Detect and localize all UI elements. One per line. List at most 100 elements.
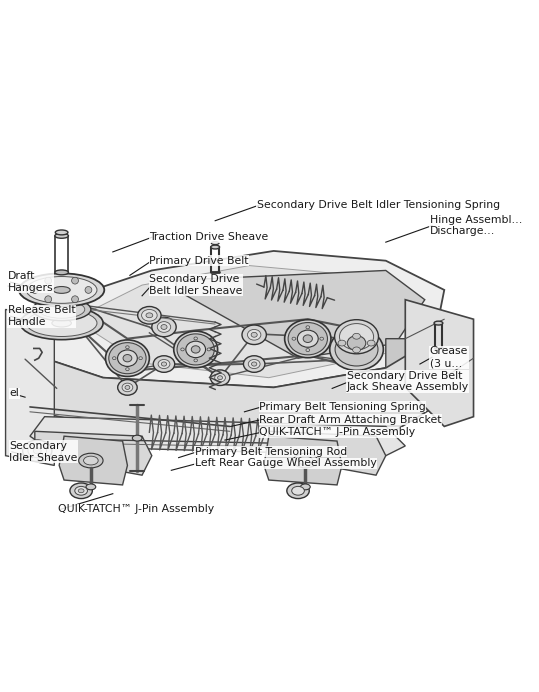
Ellipse shape <box>123 354 132 362</box>
Text: Rear Draft Arm Attaching Bracket: Rear Draft Arm Attaching Bracket <box>259 415 441 425</box>
Ellipse shape <box>335 333 378 366</box>
Ellipse shape <box>109 343 146 374</box>
Polygon shape <box>15 338 434 446</box>
Circle shape <box>45 295 52 302</box>
Ellipse shape <box>242 325 266 345</box>
Ellipse shape <box>106 340 149 376</box>
Text: Hinge Assembl…
Discharge…: Hinge Assembl… Discharge… <box>430 215 522 237</box>
Ellipse shape <box>330 329 383 370</box>
Text: Primary Belt Tensioning Rod: Primary Belt Tensioning Rod <box>195 447 347 457</box>
Ellipse shape <box>84 456 98 465</box>
Ellipse shape <box>20 307 103 340</box>
Polygon shape <box>269 431 386 475</box>
Ellipse shape <box>306 326 309 329</box>
Ellipse shape <box>38 300 85 318</box>
Ellipse shape <box>137 307 161 324</box>
Ellipse shape <box>26 277 97 303</box>
Ellipse shape <box>434 321 443 325</box>
Circle shape <box>31 286 38 293</box>
Ellipse shape <box>53 286 70 293</box>
Ellipse shape <box>161 362 167 366</box>
Polygon shape <box>35 431 152 475</box>
Ellipse shape <box>125 385 130 390</box>
Text: Traction Drive Sheave: Traction Drive Sheave <box>149 233 268 242</box>
Ellipse shape <box>218 376 223 380</box>
Ellipse shape <box>56 230 68 235</box>
Polygon shape <box>5 309 54 466</box>
Ellipse shape <box>211 245 219 249</box>
Ellipse shape <box>79 453 103 468</box>
Ellipse shape <box>292 337 296 340</box>
Text: Left Rear Gauge Wheel Assembly: Left Rear Gauge Wheel Assembly <box>195 459 376 468</box>
Ellipse shape <box>320 337 323 340</box>
Ellipse shape <box>303 335 313 343</box>
Polygon shape <box>59 436 127 485</box>
Ellipse shape <box>177 334 215 365</box>
Text: el: el <box>10 388 19 399</box>
Ellipse shape <box>298 330 318 347</box>
Ellipse shape <box>19 273 104 307</box>
Ellipse shape <box>335 320 378 354</box>
Text: QUIK-TATCH™ J-Pin Assembly: QUIK-TATCH™ J-Pin Assembly <box>58 504 215 514</box>
Ellipse shape <box>157 322 171 332</box>
Ellipse shape <box>122 383 133 392</box>
Polygon shape <box>405 300 474 426</box>
Ellipse shape <box>353 334 361 339</box>
Ellipse shape <box>132 435 142 441</box>
Ellipse shape <box>247 329 261 340</box>
Text: Secondary Drive
Belt Idler Sheave: Secondary Drive Belt Idler Sheave <box>149 274 243 296</box>
Ellipse shape <box>174 331 218 367</box>
Ellipse shape <box>293 453 317 468</box>
Ellipse shape <box>288 322 328 355</box>
Ellipse shape <box>158 359 170 369</box>
Ellipse shape <box>55 233 68 238</box>
Ellipse shape <box>207 348 211 351</box>
Ellipse shape <box>55 270 68 275</box>
Ellipse shape <box>26 310 97 336</box>
Ellipse shape <box>211 242 219 244</box>
Polygon shape <box>30 417 405 455</box>
Ellipse shape <box>215 374 225 382</box>
Ellipse shape <box>153 356 175 372</box>
Ellipse shape <box>181 348 184 351</box>
Ellipse shape <box>70 483 92 498</box>
Ellipse shape <box>194 337 197 340</box>
Ellipse shape <box>142 309 157 321</box>
Text: Secondary Drive Belt
Jack Sheave Assembly: Secondary Drive Belt Jack Sheave Assembl… <box>347 371 469 392</box>
Ellipse shape <box>186 341 205 358</box>
Ellipse shape <box>252 362 257 366</box>
Ellipse shape <box>23 440 52 462</box>
Ellipse shape <box>146 313 153 318</box>
Ellipse shape <box>300 484 310 490</box>
Circle shape <box>85 286 92 293</box>
Ellipse shape <box>161 325 167 329</box>
Ellipse shape <box>244 356 265 372</box>
Text: Grease
(3 u…: Grease (3 u… <box>430 347 468 368</box>
Ellipse shape <box>152 317 176 337</box>
Circle shape <box>72 295 79 302</box>
Ellipse shape <box>248 359 260 369</box>
Text: QUIK-TATCH™ J-Pin Assembly: QUIK-TATCH™ J-Pin Assembly <box>259 427 415 437</box>
Ellipse shape <box>287 483 309 498</box>
Ellipse shape <box>292 486 305 495</box>
Ellipse shape <box>347 336 366 350</box>
Ellipse shape <box>75 486 87 495</box>
Ellipse shape <box>118 350 137 366</box>
Ellipse shape <box>191 346 200 353</box>
Circle shape <box>45 277 52 284</box>
Ellipse shape <box>367 340 375 346</box>
Text: Primary Belt Tensioning Spring: Primary Belt Tensioning Spring <box>259 402 426 412</box>
Ellipse shape <box>306 349 309 352</box>
Polygon shape <box>74 266 415 378</box>
Ellipse shape <box>32 298 91 320</box>
Polygon shape <box>264 436 342 485</box>
Polygon shape <box>15 251 444 388</box>
Text: Release Belt
Handle: Release Belt Handle <box>8 305 75 327</box>
Ellipse shape <box>338 340 346 346</box>
Ellipse shape <box>340 324 374 350</box>
Ellipse shape <box>298 456 313 465</box>
Text: Primary Drive Belt: Primary Drive Belt <box>149 256 249 266</box>
Ellipse shape <box>113 356 116 360</box>
Ellipse shape <box>285 320 331 358</box>
Ellipse shape <box>139 356 142 360</box>
